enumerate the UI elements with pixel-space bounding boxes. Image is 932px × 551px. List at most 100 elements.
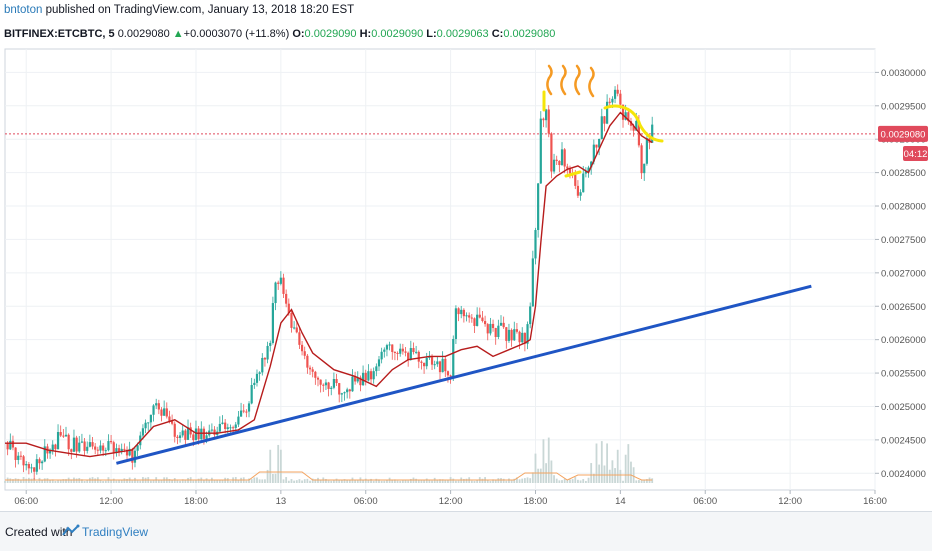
volume-bar (436, 479, 439, 483)
volume-bar (372, 480, 375, 483)
volume-bar (30, 478, 33, 483)
trendline (116, 284, 812, 465)
moving-average-line (5, 111, 653, 458)
volume-bar (20, 480, 22, 483)
volume-bar (75, 478, 78, 483)
volume-bar (213, 480, 216, 483)
volume-bar (298, 479, 301, 483)
candle-body (444, 358, 447, 372)
volume-bar (282, 479, 285, 483)
volume-bar (600, 441, 603, 483)
volume-bar (643, 479, 646, 483)
volume-bar (399, 480, 402, 483)
candle-body (322, 384, 325, 386)
candle-body (263, 357, 267, 360)
volume-bar (338, 480, 341, 483)
price-chart[interactable]: 0.00300000.00295000.00290000.00285000.00… (0, 0, 932, 511)
volume-bar (457, 480, 460, 483)
volume-bar (383, 480, 386, 483)
candle-body (11, 440, 15, 448)
volume-bar (173, 478, 176, 483)
candle-body (27, 464, 30, 469)
candle-body (372, 371, 375, 380)
candle-body (579, 192, 582, 196)
x-tick-label: 18:00 (524, 496, 548, 507)
candle-body (468, 315, 471, 318)
candle-body (22, 456, 25, 466)
candle-body (544, 109, 548, 121)
volume-bar (595, 443, 598, 483)
candle-body (380, 351, 383, 360)
volume-bar (285, 477, 288, 483)
volume-bar (290, 479, 293, 483)
volume-bar (362, 479, 364, 483)
volume-bar (553, 475, 555, 483)
volume-bar (115, 480, 118, 483)
candle-body (160, 409, 163, 416)
candle-body (587, 167, 590, 172)
volume-bar (569, 479, 571, 483)
candle-body (186, 427, 190, 440)
candle-body (494, 328, 497, 337)
volume-bar (608, 469, 611, 483)
candle-body (497, 325, 500, 337)
candle-body (582, 173, 585, 193)
candle-body (232, 427, 235, 429)
volume-bar (579, 480, 582, 483)
candle-body (285, 293, 288, 304)
candle-body (598, 138, 601, 148)
candle-body (441, 358, 444, 373)
candle-body (250, 384, 253, 404)
volume-bar (274, 473, 277, 483)
volume-bar (218, 480, 221, 483)
volume-bar (70, 479, 73, 483)
symbol-name[interactable]: BITFINEX:ETCBTC, 5 (4, 28, 115, 40)
candle-body (38, 459, 41, 464)
y-tick-label: 0.0030000 (881, 68, 926, 79)
candle-body (80, 441, 84, 443)
candle-body (117, 448, 121, 452)
volume-bar (447, 480, 449, 483)
candle-body (229, 427, 232, 429)
volume-bar (266, 469, 269, 483)
candle-body (109, 441, 113, 443)
candle-body (531, 258, 534, 307)
candle-body (48, 450, 52, 454)
volume-bar (428, 479, 431, 483)
volume-bar (120, 479, 123, 483)
tradingview-link[interactable]: TradingView (82, 525, 149, 539)
close-label: C: (491, 28, 504, 40)
volume-bar (497, 478, 500, 483)
low-label: L: (426, 28, 437, 40)
candle-body (621, 104, 625, 120)
candle-body (178, 435, 182, 438)
time-axis[interactable]: 06:00 12:00 18:00 13 06:00 12:00 18:00 14 06:00 1… (14, 490, 887, 507)
volume-bar (638, 480, 640, 483)
volume-bar (123, 478, 126, 483)
candle-body (131, 448, 134, 463)
open-label: O: (292, 28, 305, 40)
volume-bar (269, 449, 272, 483)
candle-body (452, 338, 455, 377)
candle-body (338, 383, 341, 395)
candles[interactable] (6, 84, 654, 480)
volume-bar (635, 480, 638, 483)
candle-body (144, 422, 147, 429)
candle-body (266, 345, 269, 360)
volume-bar (41, 480, 44, 483)
candle-body (420, 361, 423, 363)
volume-bar (35, 480, 38, 483)
volume-bar (309, 480, 311, 483)
candle-body (478, 314, 481, 318)
candle-body (523, 332, 526, 344)
candle-body (78, 442, 81, 452)
volume-bar (62, 479, 65, 483)
volume-bar (590, 463, 593, 483)
candle-body (56, 432, 60, 450)
candle-body (539, 118, 542, 184)
tradingview-logo-icon[interactable] (62, 524, 80, 543)
candle-body (489, 323, 492, 334)
candle-body (399, 348, 402, 354)
candle-body (120, 448, 123, 452)
author-link[interactable]: bntoton (4, 4, 43, 16)
